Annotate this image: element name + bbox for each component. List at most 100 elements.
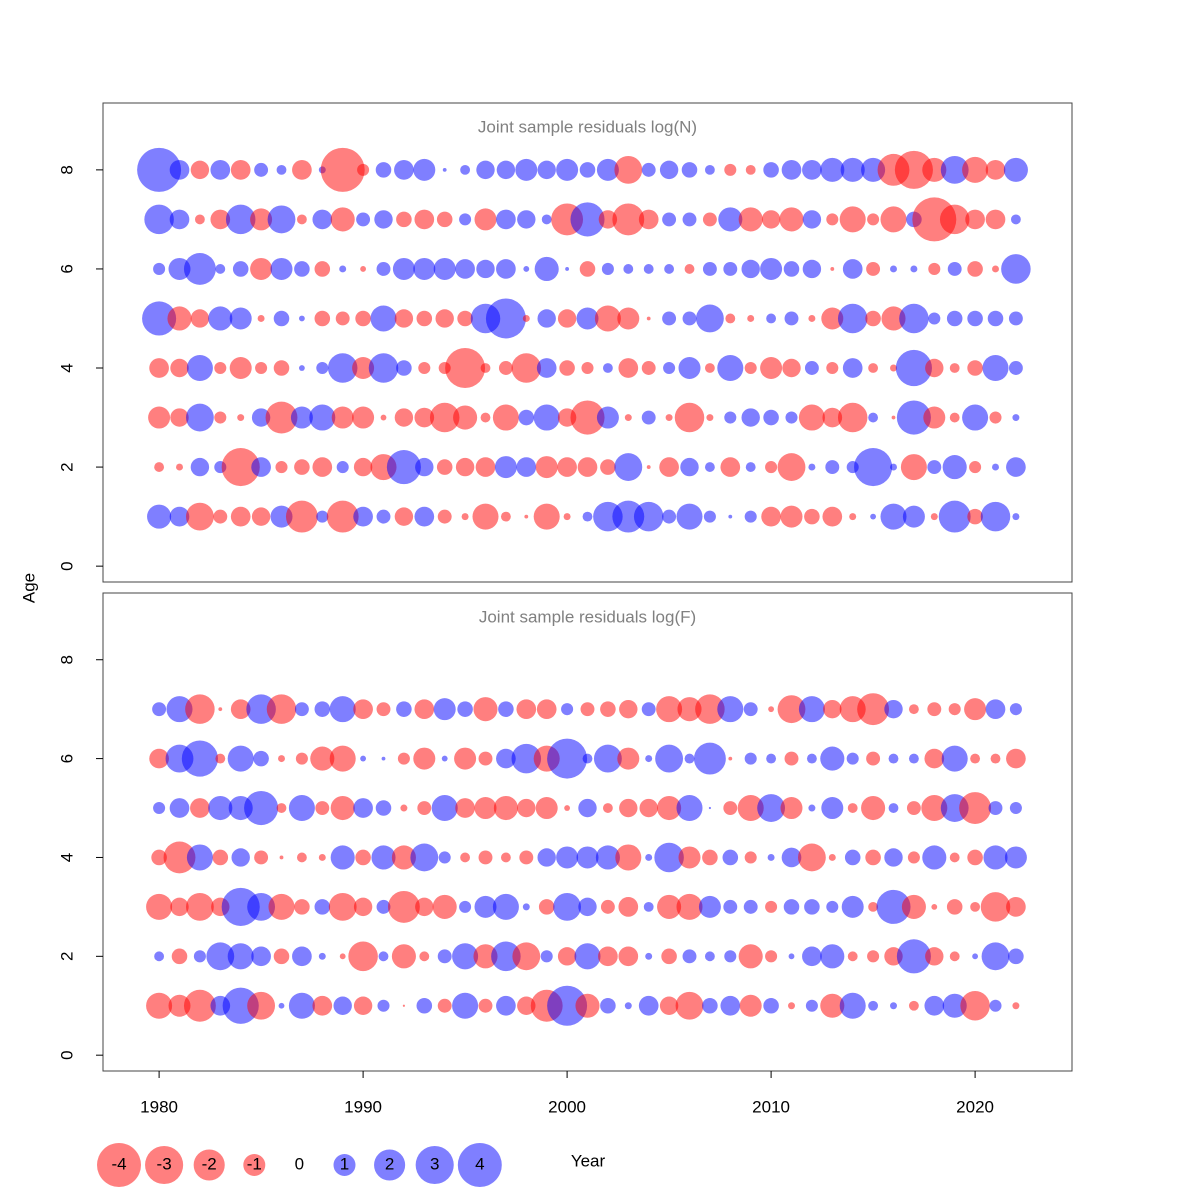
residual-bubble: [315, 801, 330, 815]
residual-bubble: [598, 946, 618, 967]
residual-bubble: [328, 892, 357, 921]
residual-bubble: [292, 160, 312, 180]
residual-bubble: [890, 463, 897, 471]
residual-bubble: [718, 207, 743, 232]
residual-bubble: [868, 1000, 879, 1011]
residual-bubble: [476, 259, 495, 279]
residual-bubble: [661, 948, 677, 965]
residual-bubble: [378, 951, 389, 962]
residual-bubble: [767, 853, 775, 861]
residual-bubble: [517, 210, 536, 229]
residual-bubble: [355, 849, 371, 866]
residual-bubble: [570, 400, 605, 435]
residual-bubble: [353, 996, 373, 1015]
residual-bubble: [600, 701, 616, 717]
residual-bubble: [251, 946, 271, 967]
residual-bubble: [176, 463, 183, 471]
residual-bubble: [565, 267, 570, 271]
residual-bubble: [704, 363, 715, 373]
residual-bubble: [208, 306, 233, 331]
residual-bubble: [232, 261, 249, 277]
residual-bubble: [808, 463, 816, 471]
residual-bubble: [837, 402, 868, 433]
residual-bubble: [557, 309, 577, 328]
residual-bubble: [353, 699, 373, 720]
residual-bubble: [298, 315, 305, 322]
residual-bubble: [493, 795, 518, 821]
residual-bubble: [743, 899, 758, 914]
residual-bubble: [619, 699, 638, 719]
residual-bubble: [808, 314, 816, 322]
residual-bubble: [438, 851, 451, 864]
residual-bubble: [641, 702, 656, 717]
residual-bubble: [1004, 846, 1027, 869]
residual-bubble: [339, 953, 346, 960]
legend-bubble: [97, 1143, 141, 1187]
residual-bubble: [890, 265, 897, 273]
residual-bubble: [371, 845, 396, 870]
residual-bubble: [868, 412, 879, 423]
residual-bubble: [854, 448, 893, 487]
residual-bubble: [288, 992, 315, 1019]
residual-bubble: [433, 698, 456, 721]
residual-bubble: [167, 306, 192, 331]
residual-bubble: [906, 801, 921, 815]
residual-bubble: [537, 160, 556, 180]
residual-bubble: [368, 353, 399, 383]
residual-bubble: [662, 212, 677, 227]
residual-bubble: [645, 853, 653, 861]
residual-bubble: [153, 802, 166, 815]
residual-bubble: [600, 899, 615, 914]
residual-bubble: [992, 463, 999, 471]
residual-bubble: [868, 901, 879, 912]
x-tick-label: 1980: [140, 1097, 178, 1116]
residual-bubble: [820, 746, 845, 771]
residual-bubble: [600, 997, 616, 1014]
residual-bubble: [457, 310, 473, 327]
panel-title: Joint sample residuals log(N): [478, 117, 697, 136]
residual-bubble: [865, 849, 881, 866]
residual-bubble: [922, 845, 947, 870]
residual-bubble: [720, 457, 741, 477]
residual-bubble: [763, 997, 779, 1014]
residual-bubble: [557, 457, 577, 477]
residual-bubble: [251, 507, 271, 526]
residual-bubble: [137, 147, 182, 192]
residual-bubble: [781, 847, 802, 868]
legend-label: -4: [111, 1154, 126, 1173]
residual-bubble: [375, 162, 392, 178]
residual-bubble: [294, 899, 310, 915]
residual-bubble: [294, 459, 310, 475]
residual-bubble: [166, 696, 193, 723]
residual-bubble: [533, 404, 560, 431]
residual-bubble: [185, 892, 214, 921]
residual-bubble: [949, 363, 960, 373]
residual-bubble: [1008, 361, 1023, 375]
residual-bubble: [547, 985, 588, 1026]
residual-bubble: [478, 850, 493, 865]
residual-bubble: [804, 361, 819, 375]
residual-bubble: [459, 900, 472, 913]
panel-frame: [102, 102, 1073, 583]
residual-bubble: [618, 358, 639, 378]
residual-bubble: [662, 509, 677, 524]
residual-bubble: [682, 949, 697, 964]
residual-bubble: [536, 358, 557, 378]
residual-bubble: [432, 894, 457, 919]
residual-bubble: [702, 261, 717, 276]
residual-bubble: [570, 202, 605, 237]
residual-bubble: [1009, 802, 1022, 815]
residual-bubble: [808, 804, 816, 812]
residual-bubble: [618, 897, 639, 917]
residual-bubble: [602, 803, 613, 813]
residual-bubble: [485, 298, 526, 339]
residual-bubble: [376, 261, 391, 276]
residual-bubble: [556, 158, 579, 181]
residual-bubble: [348, 941, 378, 972]
residual-bubble: [784, 751, 799, 766]
residual-bubble: [441, 755, 448, 762]
residual-bubble: [655, 744, 684, 773]
residual-bubble: [641, 162, 656, 177]
residual-bubble: [922, 157, 947, 182]
residual-bubble: [614, 155, 643, 184]
